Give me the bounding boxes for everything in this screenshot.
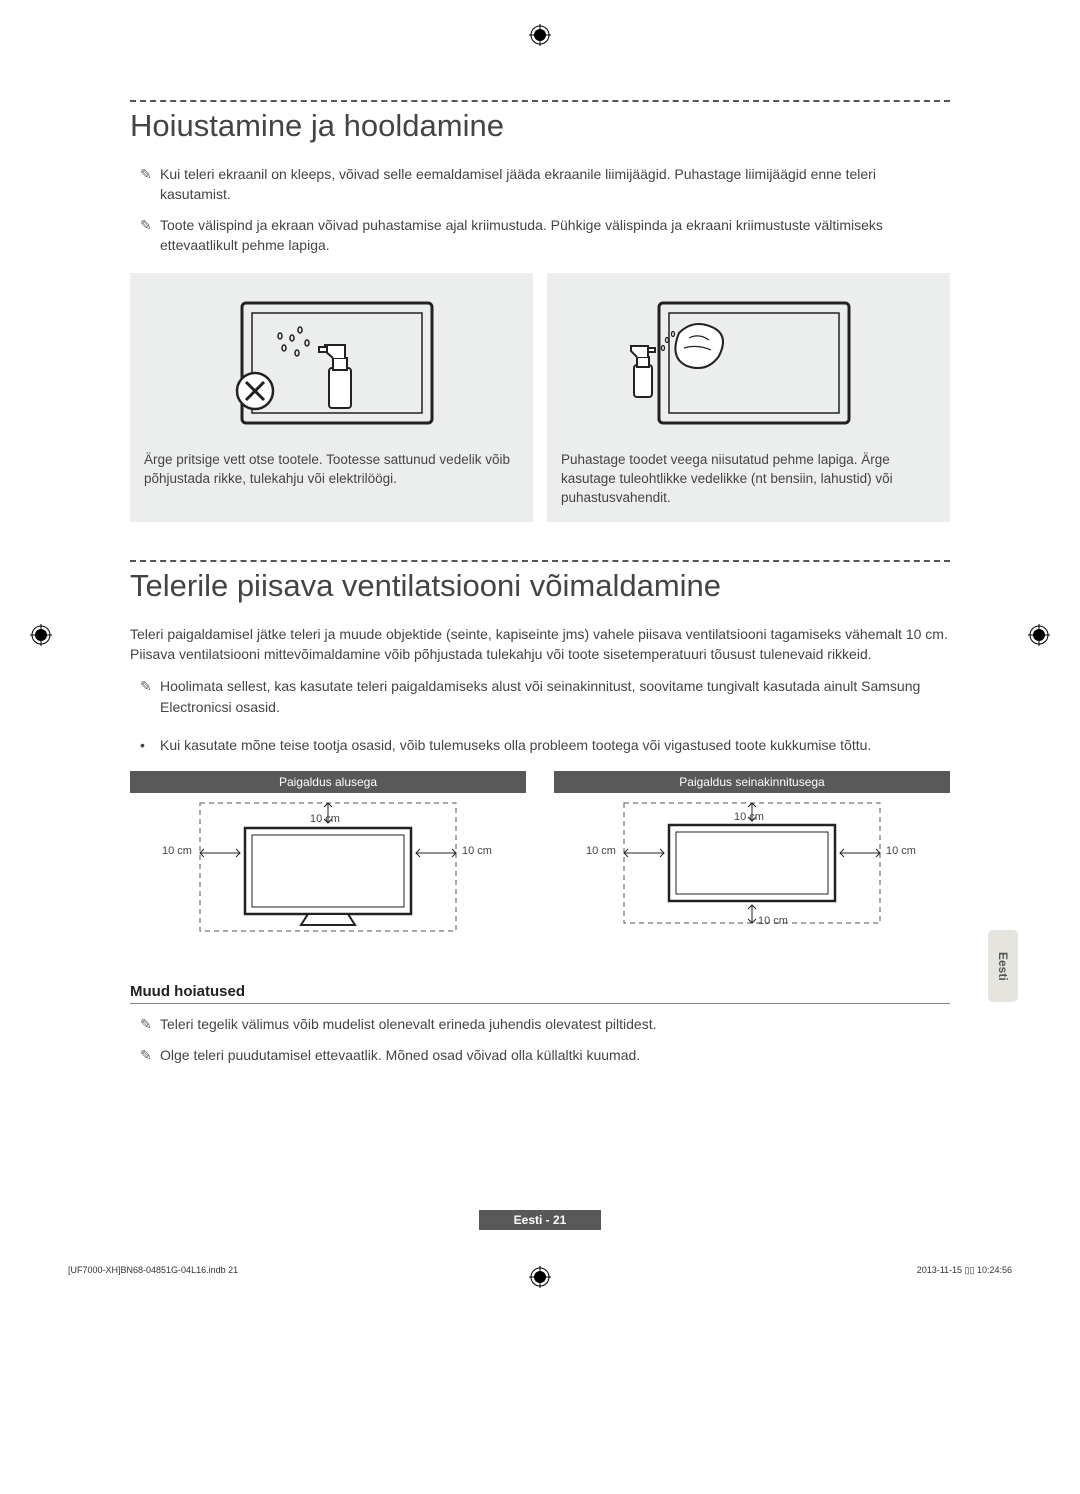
note-icon: ✎ — [140, 1045, 160, 1065]
dimension-label: 10 cm — [734, 811, 764, 823]
section-heading: Hoiustamine ja hooldamine — [130, 108, 950, 144]
note-item: ✎ Hoolimata sellest, kas kasutate teleri… — [140, 676, 950, 717]
note-icon: ✎ — [140, 215, 160, 256]
figure-cell-wrong: Ärge pritsige vett otse tootele. Tootess… — [130, 273, 533, 522]
install-header: Paigaldus seinakinnitusega — [554, 771, 950, 793]
bullet-icon: • — [140, 735, 160, 755]
language-tab: Eesti — [988, 930, 1018, 1002]
page-number: Eesti - 21 — [479, 1210, 602, 1230]
subsection-heading: Muud hoiatused — [130, 983, 950, 1004]
note-item: ✎ Teleri tegelik välimus võib mudelist o… — [140, 1014, 950, 1034]
note-item: ✎ Olge teleri puudutamisel ettevaatlik. … — [140, 1045, 950, 1065]
note-item: ✎ Toote välispind ja ekraan võivad puhas… — [140, 215, 950, 256]
bullet-item: • Kui kasutate mõne teise tootja osasid,… — [140, 735, 950, 755]
divider — [130, 100, 950, 102]
note-text: Kui teleri ekraanil on kleeps, võivad se… — [160, 164, 950, 205]
install-diagram: 10 cm 10 cm 10 cm — [130, 793, 526, 941]
note-icon: ✎ — [140, 1014, 160, 1034]
figure-illustration — [144, 283, 519, 443]
divider — [130, 560, 950, 562]
note-icon: ✎ — [140, 676, 160, 717]
dimension-label: 10 cm — [310, 813, 340, 825]
figure-caption: Puhastage toodet veega niisutatud pehme … — [561, 451, 936, 508]
print-timestamp: 2013-11-15 ▯▯ 10:24:56 — [917, 1265, 1012, 1276]
print-file: [UF7000-XH]BN68-04851G-04L16.indb 21 — [68, 1265, 238, 1276]
registration-mark — [30, 624, 52, 646]
figure-illustration — [561, 283, 936, 443]
note-list: ✎ Hoolimata sellest, kas kasutate teleri… — [140, 676, 950, 717]
installation-diagrams: Paigaldus alusega — [130, 771, 950, 941]
install-header: Paigaldus alusega — [130, 771, 526, 793]
dimension-label: 10 cm — [162, 845, 192, 857]
note-text: Hoolimata sellest, kas kasutate teleri p… — [160, 676, 950, 717]
note-list: ✎ Teleri tegelik välimus võib mudelist o… — [140, 1014, 950, 1065]
page-footer: Eesti - 21 — [430, 1210, 650, 1230]
bullet-text: Kui kasutate mõne teise tootja osasid, v… — [160, 735, 871, 755]
dimension-label: 10 cm — [758, 915, 788, 927]
note-text: Toote välispind ja ekraan võivad puhasta… — [160, 215, 950, 256]
figure-cell-correct: Puhastage toodet veega niisutatud pehme … — [547, 273, 950, 522]
install-stand: Paigaldus alusega — [130, 771, 526, 941]
install-wall: Paigaldus seinakinnitusega — [554, 771, 950, 941]
figure-row: Ärge pritsige vett otse tootele. Tootess… — [130, 273, 950, 522]
body-paragraph: Teleri paigaldamisel jätke teleri ja muu… — [130, 624, 950, 665]
install-diagram: 10 cm 10 cm 10 cm 10 cm — [554, 793, 950, 941]
dimension-label: 10 cm — [586, 845, 616, 857]
note-list: ✎ Kui teleri ekraanil on kleeps, võivad … — [140, 164, 950, 255]
registration-mark — [1028, 624, 1050, 646]
section-heading: Telerile piisava ventilatsiooni võimalda… — [130, 568, 950, 604]
note-icon: ✎ — [140, 164, 160, 205]
note-item: ✎ Kui teleri ekraanil on kleeps, võivad … — [140, 164, 950, 205]
dimension-label: 10 cm — [462, 845, 492, 857]
note-text: Teleri tegelik välimus võib mudelist ole… — [160, 1014, 950, 1034]
dimension-label: 10 cm — [886, 845, 916, 857]
page-content: Hoiustamine ja hooldamine ✎ Kui teleri e… — [130, 100, 950, 1083]
print-footer: [UF7000-XH]BN68-04851G-04L16.indb 21 201… — [68, 1265, 1012, 1276]
note-text: Olge teleri puudutamisel ettevaatlik. Mõ… — [160, 1045, 950, 1065]
registration-mark — [529, 24, 551, 46]
figure-caption: Ärge pritsige vett otse tootele. Tootess… — [144, 451, 519, 489]
language-tab-label: Eesti — [996, 952, 1010, 981]
